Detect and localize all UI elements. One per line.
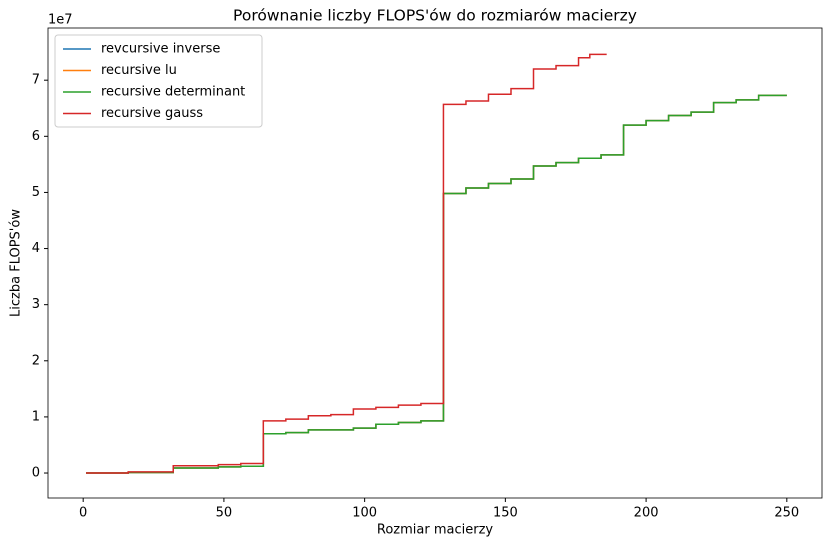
y-tick-label: 5	[32, 185, 40, 200]
y-tick-label: 2	[32, 353, 40, 368]
legend-label: recursive gauss	[101, 106, 203, 121]
x-tick-label: 250	[774, 506, 799, 521]
y-tick-label: 0	[32, 466, 40, 481]
series-line	[85, 94, 787, 474]
y-tick-label: 1	[32, 409, 40, 424]
x-tick-label: 150	[493, 506, 518, 521]
y-tick-label: 6	[32, 129, 40, 144]
legend-label: recursive lu	[101, 63, 177, 78]
legend-label: revcursive inverse	[101, 42, 220, 57]
y-tick-label: 7	[32, 73, 40, 88]
x-tick-label: 100	[352, 506, 377, 521]
legend-label: recursive determinant	[101, 85, 245, 100]
x-tick-label: 200	[634, 506, 659, 521]
y-offset-text: 1e7	[48, 13, 73, 28]
x-tick-label: 0	[79, 506, 87, 521]
x-tick-label: 50	[216, 506, 233, 521]
series-line	[85, 94, 787, 474]
legend-box	[54, 34, 263, 128]
y-tick-label: 3	[32, 297, 40, 312]
series-line	[85, 53, 607, 474]
y-tick-label: 4	[32, 241, 40, 256]
plot-frame	[47, 27, 823, 499]
x-axis-label: Rozmiar macierzy	[377, 523, 494, 538]
series-line	[85, 94, 787, 474]
y-axis-label: Liczba FLOPS'ów	[9, 209, 24, 317]
chart-title: Porównanie liczby FLOPS'ów do rozmiarów …	[233, 7, 637, 25]
